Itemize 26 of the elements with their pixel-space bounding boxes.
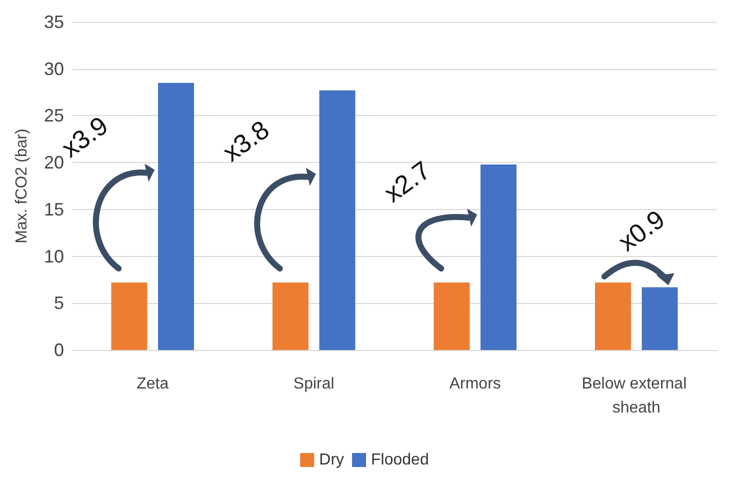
bar (319, 90, 356, 350)
x-tick-label: Below external sheath (582, 376, 692, 416)
bar (480, 164, 517, 350)
y-tick-label: 0 (54, 340, 64, 360)
x-tick-label: Zeta (136, 376, 169, 392)
y-tick-label: 10 (44, 246, 64, 266)
annotation: x0.9 (612, 204, 670, 258)
y-tick-label: 15 (44, 199, 64, 220)
y-tick-label: 5 (54, 293, 64, 314)
legend-label: Flooded (371, 452, 429, 468)
bar (594, 282, 631, 350)
bar (642, 287, 678, 350)
bar (158, 82, 194, 350)
y-tick-label: 25 (44, 106, 64, 126)
bar (111, 282, 148, 350)
y-tick-label: 30 (44, 58, 64, 79)
y-axis-title: Max. fCO2 (bar) (14, 128, 30, 244)
x-tick-label: Spiral (293, 376, 334, 392)
annotation: x3.8 (217, 114, 275, 168)
legend-label: Dry (319, 452, 344, 468)
y-tick-label: 20 (44, 152, 64, 173)
bar (272, 282, 308, 350)
bar (434, 282, 470, 350)
annotation: x2.7 (378, 155, 436, 208)
y-tick-label: 35 (44, 12, 64, 32)
x-tick-label: Armors (449, 376, 501, 392)
